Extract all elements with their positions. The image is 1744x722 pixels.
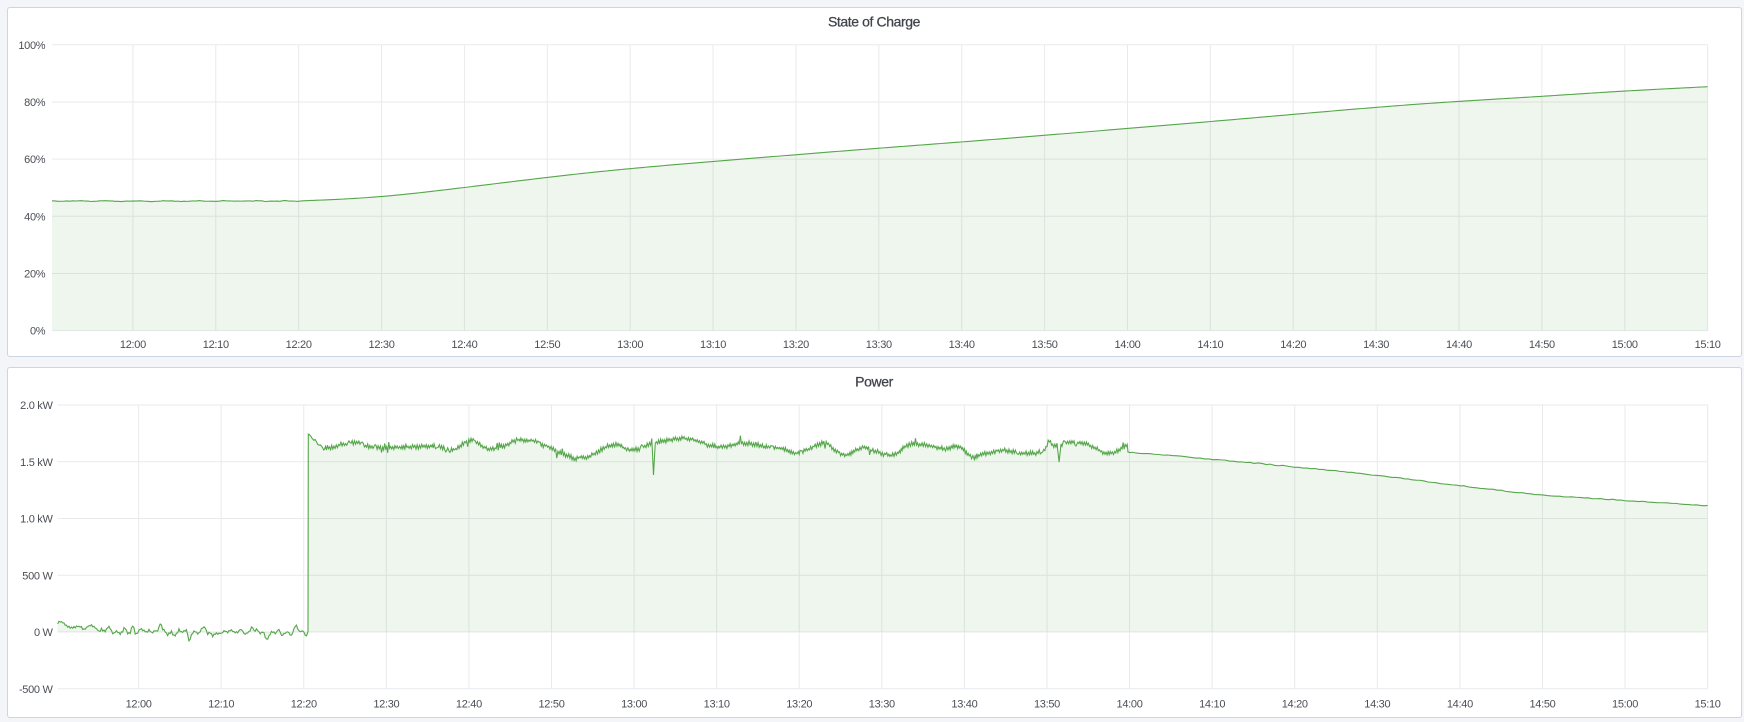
svg-text:14:30: 14:30 [1363,339,1389,351]
svg-text:12:20: 12:20 [291,699,317,711]
svg-text:12:50: 12:50 [538,699,564,711]
svg-text:60%: 60% [24,154,46,166]
svg-text:0%: 0% [30,326,46,338]
svg-text:State of Charge: State of Charge [828,14,921,30]
svg-text:13:40: 13:40 [949,339,975,351]
svg-text:13:00: 13:00 [617,339,643,351]
svg-text:Power: Power [855,374,893,390]
svg-text:15:10: 15:10 [1695,339,1721,351]
svg-text:15:00: 15:00 [1612,339,1638,351]
svg-text:40%: 40% [24,211,46,223]
svg-text:14:00: 14:00 [1117,699,1143,711]
svg-text:1.0 kW: 1.0 kW [20,514,53,526]
svg-text:15:10: 15:10 [1695,699,1721,711]
svg-text:14:20: 14:20 [1282,699,1308,711]
svg-text:13:50: 13:50 [1032,339,1058,351]
svg-text:12:40: 12:40 [456,699,482,711]
svg-text:15:00: 15:00 [1612,699,1638,711]
svg-text:20%: 20% [24,268,46,280]
svg-text:13:20: 13:20 [786,699,812,711]
svg-text:2.0 kW: 2.0 kW [20,400,53,412]
svg-text:14:40: 14:40 [1446,339,1472,351]
svg-text:14:20: 14:20 [1280,339,1306,351]
svg-text:14:50: 14:50 [1529,339,1555,351]
svg-text:13:50: 13:50 [1034,699,1060,711]
svg-text:12:40: 12:40 [451,339,477,351]
svg-text:-500 W: -500 W [19,684,54,696]
svg-text:0 W: 0 W [34,627,54,639]
svg-text:12:10: 12:10 [208,699,234,711]
svg-text:12:00: 12:00 [120,339,146,351]
svg-text:500 W: 500 W [22,570,53,582]
svg-text:13:30: 13:30 [869,699,895,711]
svg-text:14:50: 14:50 [1529,699,1555,711]
svg-text:12:30: 12:30 [369,339,395,351]
svg-text:14:10: 14:10 [1197,339,1223,351]
svg-text:12:20: 12:20 [286,339,312,351]
svg-text:12:00: 12:00 [126,699,152,711]
svg-text:12:50: 12:50 [534,339,560,351]
svg-text:100%: 100% [18,40,45,52]
svg-text:14:00: 14:00 [1114,339,1140,351]
svg-text:12:10: 12:10 [203,339,229,351]
svg-text:13:10: 13:10 [700,339,726,351]
svg-text:14:30: 14:30 [1364,699,1390,711]
svg-text:13:10: 13:10 [704,699,730,711]
svg-text:1.5 kW: 1.5 kW [20,457,53,469]
svg-text:13:00: 13:00 [621,699,647,711]
svg-text:14:40: 14:40 [1447,699,1473,711]
svg-text:14:10: 14:10 [1199,699,1225,711]
svg-text:80%: 80% [24,97,46,109]
svg-text:13:30: 13:30 [866,339,892,351]
svg-text:13:40: 13:40 [951,699,977,711]
svg-text:13:20: 13:20 [783,339,809,351]
svg-text:12:30: 12:30 [373,699,399,711]
